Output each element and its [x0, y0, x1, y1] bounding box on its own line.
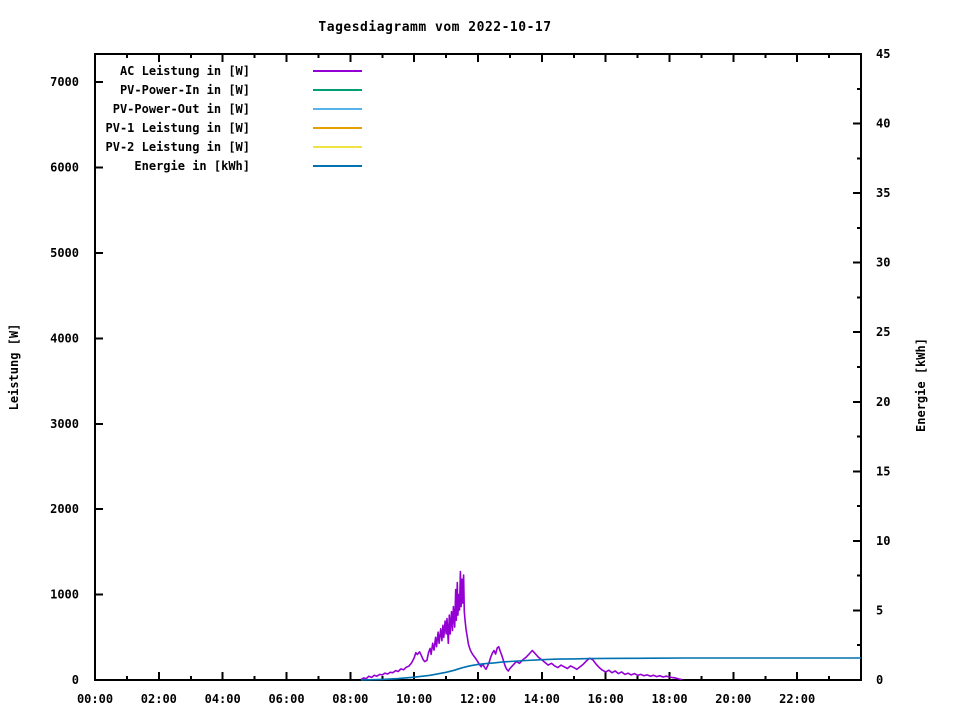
x-tick-label: 16:00 [588, 692, 624, 706]
x-tick-label: 10:00 [396, 692, 432, 706]
y-left-tick-label: 4000 [50, 331, 79, 345]
series-energie-in-kwh [360, 657, 861, 681]
y-right-tick-label: 0 [876, 673, 883, 687]
y-right-tick-label: 25 [876, 325, 890, 339]
x-tick-label: 00:00 [77, 692, 113, 706]
y-left-tick-label: 7000 [50, 75, 79, 89]
x-tick-label: 18:00 [651, 692, 687, 706]
x-tick-label: 14:00 [524, 692, 560, 706]
x-tick-label: 06:00 [268, 692, 304, 706]
legend-label-pv-2-leistung-in-w: PV-2 Leistung in [W] [106, 140, 251, 154]
y-right-tick-label: 5 [876, 603, 883, 617]
y-left-tick-label: 0 [72, 673, 79, 687]
y-right-tick-label: 30 [876, 256, 890, 270]
y-right-tick-label: 40 [876, 117, 890, 131]
y-left-tick-label: 2000 [50, 502, 79, 516]
y-left-tick-label: 5000 [50, 246, 79, 260]
legend-label-pv-power-in-in-w: PV-Power-In in [W] [120, 83, 250, 97]
y-right-tick-label: 15 [876, 464, 890, 478]
x-tick-label: 22:00 [779, 692, 815, 706]
legend-label-pv-power-out-in-w: PV-Power-Out in [W] [113, 102, 250, 116]
x-tick-label: 08:00 [332, 692, 368, 706]
x-tick-label: 12:00 [460, 692, 496, 706]
x-tick-label: 02:00 [141, 692, 177, 706]
y-left-tick-label: 3000 [50, 417, 79, 431]
legend-label-energie-in-kwh: Energie in [kWh] [134, 159, 250, 173]
legend-label-pv-1-leistung-in-w: PV-1 Leistung in [W] [106, 121, 251, 135]
x-tick-label: 20:00 [715, 692, 751, 706]
y-right-tick-label: 45 [876, 47, 890, 61]
y-left-tick-label: 6000 [50, 161, 79, 175]
legend-label-ac-leistung-in-w: AC Leistung in [W] [120, 64, 250, 78]
y-right-tick-label: 20 [876, 395, 890, 409]
series-ac-leistung-in-w [360, 570, 683, 681]
y-left-tick-label: 1000 [50, 588, 79, 602]
chart-title: Tagesdiagramm vom 2022-10-17 [318, 20, 552, 35]
x-tick-label: 04:00 [205, 692, 241, 706]
y-right-tick-label: 35 [876, 186, 890, 200]
y-right-tick-label: 10 [876, 534, 890, 548]
